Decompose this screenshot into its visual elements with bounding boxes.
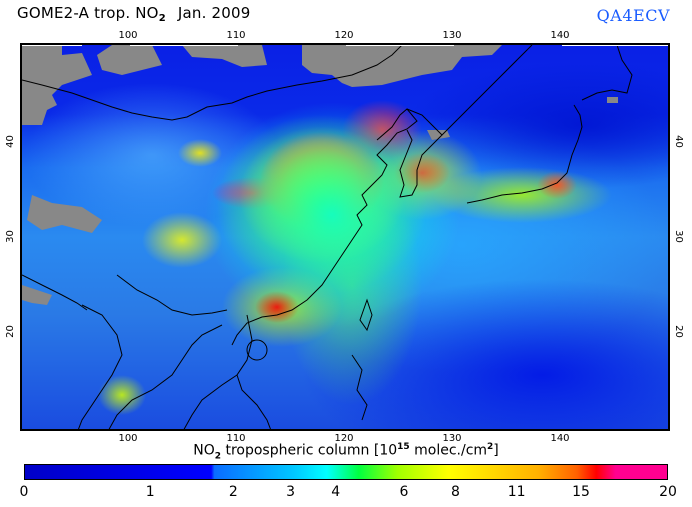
tick-label: 40 bbox=[4, 135, 16, 148]
chart-title: GOME2-A trop. NO2 Jan. 2009 bbox=[17, 4, 251, 24]
colorbar-tick-label: 4 bbox=[331, 484, 341, 500]
tick-label: 130 bbox=[442, 30, 462, 41]
colorbar-tick-label: 3 bbox=[286, 484, 296, 500]
coastlines bbox=[22, 45, 633, 429]
axis-label-prefix: NO bbox=[193, 442, 215, 459]
axis-label-subscript: 2 bbox=[214, 451, 221, 462]
colorbar-axis-label: NO2 tropospheric column [1015 molec./cm2… bbox=[0, 442, 692, 461]
tick-label: 20 bbox=[4, 325, 16, 338]
frame-tick-top bbox=[130, 45, 238, 46]
title-date: Jan. 2009 bbox=[177, 4, 251, 22]
tick-label: 140 bbox=[550, 433, 570, 444]
colorbar-tick-label: 20 bbox=[659, 484, 677, 500]
axis-label-middle: tropospheric column [10 bbox=[221, 442, 398, 459]
colorbar bbox=[24, 464, 668, 480]
title-subscript: 2 bbox=[158, 13, 166, 24]
tick-label: 40 bbox=[672, 135, 684, 148]
colorbar-tick-label: 1 bbox=[145, 484, 155, 500]
colorbar-tick-label: 11 bbox=[507, 484, 526, 500]
no-data-mask bbox=[22, 45, 618, 305]
tick-label: 100 bbox=[118, 433, 138, 444]
title-text: GOME2-A trop. NO bbox=[17, 4, 159, 22]
axis-label-unit-exponent: 2 bbox=[487, 442, 494, 452]
colorbar-tick-label: 15 bbox=[572, 484, 590, 500]
colorbar-tick-label: 2 bbox=[228, 484, 238, 500]
axis-label-units: molec./cm bbox=[409, 442, 488, 459]
tick-label: 110 bbox=[226, 433, 246, 444]
pollution-plume-layer bbox=[22, 45, 668, 429]
tick-label: 20 bbox=[672, 325, 684, 338]
tick-label: 130 bbox=[442, 433, 462, 444]
tick-label: 30 bbox=[672, 230, 684, 243]
colorbar-tick-label: 8 bbox=[451, 484, 460, 500]
tick-label: 100 bbox=[118, 30, 138, 41]
tick-label: 120 bbox=[334, 30, 354, 41]
brand-label: QA4ECV bbox=[596, 6, 670, 25]
tick-label: 110 bbox=[226, 30, 246, 41]
tick-label: 30 bbox=[4, 230, 16, 243]
frame-tick-top bbox=[562, 45, 668, 46]
frame-tick-top bbox=[346, 45, 454, 46]
axis-label-exponent: 15 bbox=[397, 442, 410, 452]
colorbar-tick-label: 0 bbox=[19, 484, 29, 500]
axis-label-end: ] bbox=[493, 442, 499, 459]
tick-label: 120 bbox=[334, 433, 354, 444]
no2-map bbox=[20, 43, 670, 431]
colorbar-tick-label: 6 bbox=[399, 484, 409, 500]
frame-tick-top bbox=[22, 45, 82, 46]
tick-label: 140 bbox=[550, 30, 570, 41]
